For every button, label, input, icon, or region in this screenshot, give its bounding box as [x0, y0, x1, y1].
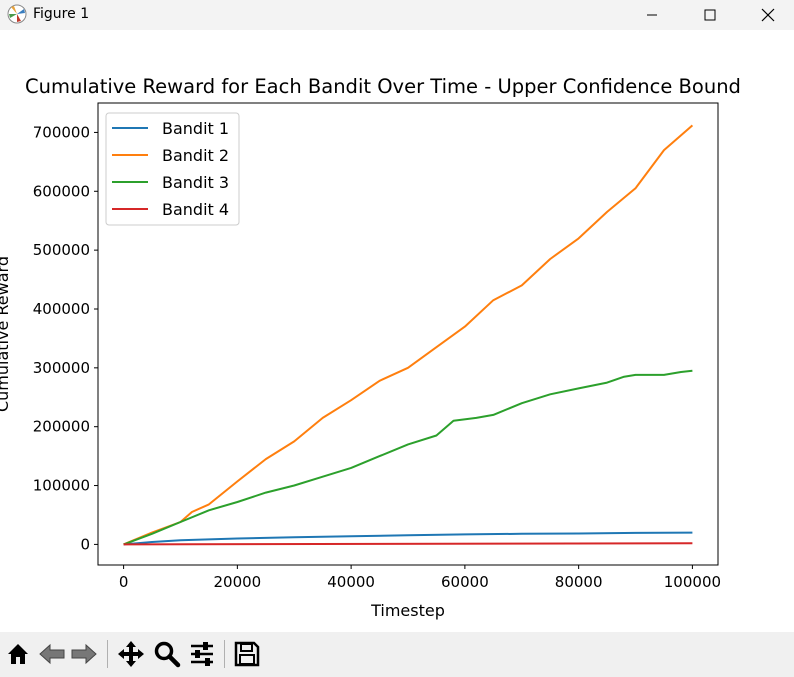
configure-subplots-button[interactable] — [187, 639, 217, 669]
configure-subplots-icon — [191, 642, 213, 666]
x-tick-label: 40000 — [327, 573, 375, 591]
x-tick-label: 80000 — [555, 573, 603, 591]
plot-frame — [97, 102, 719, 566]
legend-label: Bandit 4 — [162, 200, 229, 219]
navigation-toolbar — [0, 632, 794, 677]
home-button[interactable] — [3, 639, 33, 669]
x-tick-label: 100000 — [664, 573, 721, 591]
y-tick-label: 300000 — [33, 359, 90, 377]
close-icon — [761, 8, 775, 22]
series-line-2 — [123, 124, 694, 546]
back-icon — [39, 643, 65, 665]
pan-button[interactable] — [116, 639, 146, 669]
y-tick-label: 700000 — [33, 123, 90, 141]
series-line-1 — [123, 531, 693, 546]
toolbar-separator — [224, 640, 225, 668]
x-tick-label: 20000 — [213, 573, 261, 591]
back-button[interactable] — [37, 639, 67, 669]
maximize-button[interactable] — [680, 0, 740, 30]
x-tick-label: 0 — [119, 573, 129, 591]
save-icon — [234, 641, 260, 667]
window-titlebar: Figure 1 — [0, 0, 794, 30]
series-line-3 — [123, 369, 693, 546]
matplotlib-icon — [7, 4, 27, 24]
zoom-icon — [154, 641, 181, 668]
x-axis-label: Timestep — [370, 601, 445, 620]
save-button[interactable] — [232, 639, 262, 669]
maximize-icon — [704, 9, 716, 21]
toolbar-separator — [107, 640, 108, 668]
home-icon — [8, 644, 28, 664]
pan-icon — [118, 641, 144, 667]
legend-box — [105, 112, 240, 226]
legend-label: Bandit 1 — [162, 119, 229, 138]
minimize-button[interactable] — [622, 0, 682, 30]
window-title: Figure 1 — [33, 6, 90, 22]
y-tick-label: 600000 — [33, 182, 90, 200]
close-button[interactable] — [738, 0, 794, 30]
legend-label: Bandit 2 — [162, 146, 229, 165]
forward-icon — [71, 643, 97, 665]
y-axis-label: Cumulative Reward — [0, 256, 12, 412]
y-tick-label: 100000 — [33, 477, 90, 495]
zoom-button[interactable] — [152, 639, 182, 669]
minimize-icon — [647, 14, 657, 16]
chart-title: Cumulative Reward for Each Bandit Over T… — [25, 75, 741, 98]
forward-button[interactable] — [69, 639, 99, 669]
figure-canvas: Cumulative Reward for Each Bandit Over T… — [0, 30, 794, 632]
x-tick-label: 60000 — [441, 573, 489, 591]
y-tick-label: 0 — [80, 535, 90, 553]
y-tick-label: 500000 — [33, 241, 90, 259]
line-chart: 0 20000 40000 60000 80000 100000 0 100000 200000… — [0, 102, 721, 620]
y-tick-label: 400000 — [33, 300, 90, 318]
y-tick-label: 200000 — [33, 418, 90, 436]
series-line-4 — [123, 542, 693, 546]
legend-label: Bandit 3 — [162, 173, 229, 192]
